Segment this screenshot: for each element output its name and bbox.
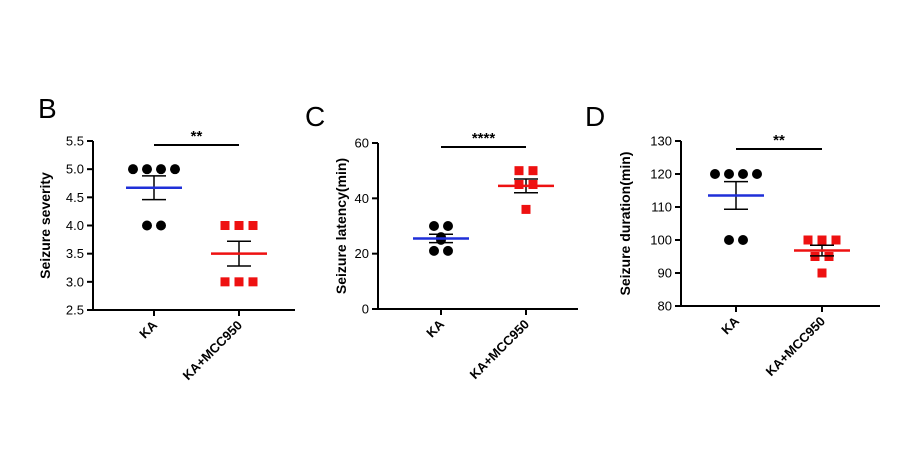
y-tick-label: 3.5 — [66, 246, 84, 261]
data-point — [234, 221, 244, 230]
y-tick-label: 4.0 — [66, 218, 84, 233]
data-point — [817, 235, 827, 245]
data-point — [817, 268, 827, 278]
y-tick-label: 130 — [650, 134, 672, 149]
data-point — [738, 169, 748, 179]
panel-letter: C — [305, 101, 325, 132]
y-tick-label: 3.0 — [66, 274, 84, 289]
significance-label: **** — [472, 130, 496, 147]
y-tick-label: 0 — [362, 302, 369, 317]
y-tick-label: 5.0 — [66, 162, 84, 177]
data-point — [710, 169, 720, 179]
significance-label: ** — [773, 132, 785, 149]
y-tick-label: 100 — [650, 233, 672, 248]
panel-letter: D — [585, 101, 605, 132]
y-tick-label: 60 — [355, 136, 369, 151]
data-point — [142, 220, 152, 231]
x-category-label: KA — [718, 313, 742, 337]
data-point — [521, 204, 531, 214]
data-point — [803, 235, 813, 245]
y-tick-label: 40 — [355, 191, 369, 206]
y-axis-title: Seizure duration(min) — [617, 152, 633, 296]
significance-label: ** — [191, 128, 203, 145]
data-point — [831, 235, 841, 245]
data-point — [724, 235, 734, 245]
data-point — [429, 221, 439, 231]
y-tick-label: 80 — [658, 299, 672, 314]
data-point — [514, 166, 524, 176]
x-category-label: KA+MCC950 — [467, 317, 533, 383]
data-point — [220, 221, 230, 230]
data-point — [443, 245, 453, 256]
data-point — [156, 164, 166, 175]
y-axis-title: Seizure severity — [37, 172, 53, 279]
y-tick-label: 2.5 — [66, 303, 84, 318]
x-category-label: KA — [136, 317, 160, 341]
y-tick-label: 90 — [658, 266, 672, 281]
x-category-label: KA+MCC950 — [763, 314, 829, 380]
data-point — [142, 164, 152, 175]
data-point — [514, 180, 524, 189]
data-point — [128, 164, 138, 175]
data-point — [156, 220, 166, 231]
data-point — [528, 180, 538, 189]
data-point — [248, 221, 258, 230]
data-point — [220, 277, 230, 287]
data-point — [248, 277, 258, 287]
y-tick-label: 110 — [651, 200, 672, 215]
y-tick-label: 20 — [355, 246, 369, 261]
data-point — [429, 245, 439, 256]
y-tick-label: 5.5 — [66, 134, 84, 149]
y-tick-label: 4.5 — [66, 190, 84, 205]
data-point — [170, 164, 180, 175]
x-category-label: KA+MCC950 — [180, 318, 246, 384]
panel-letter: B — [38, 93, 57, 124]
data-point — [528, 166, 538, 176]
data-point — [443, 221, 453, 231]
y-axis-title: Seizure latency(min) — [333, 158, 349, 294]
data-point — [234, 277, 244, 287]
y-tick-label: 120 — [650, 167, 672, 182]
x-category-label: KA — [423, 316, 447, 340]
data-point — [752, 169, 762, 179]
data-point — [724, 169, 734, 179]
data-point — [738, 235, 748, 245]
